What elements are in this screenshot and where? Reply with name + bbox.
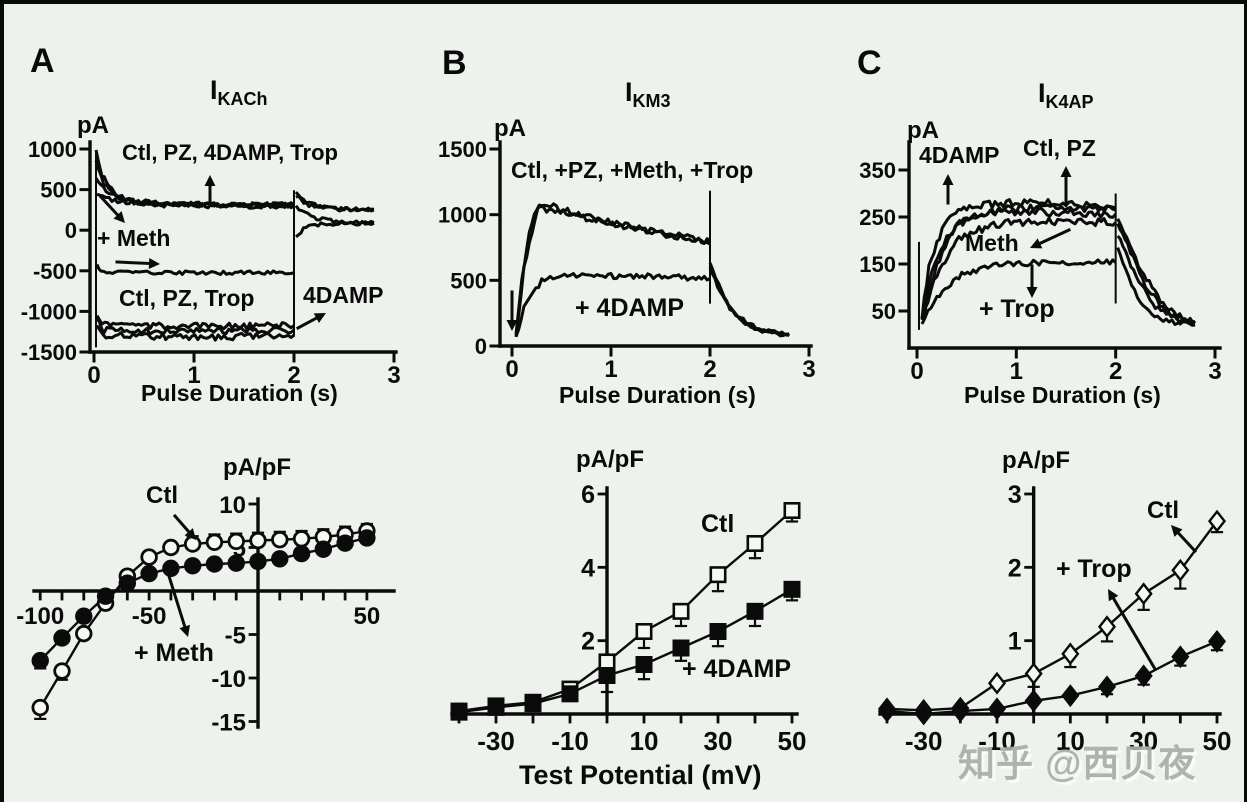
- svg-text:-500: -500: [33, 259, 77, 284]
- svg-text:350: 350: [859, 158, 896, 183]
- yaxis-label-pa-a: pA: [77, 112, 109, 139]
- svg-text:1: 1: [187, 362, 200, 389]
- svg-text:0: 0: [475, 334, 487, 359]
- svg-text:30: 30: [704, 726, 733, 756]
- annotation-a-meth: + Meth: [97, 225, 171, 251]
- yaxis-label-papf-c: pA/pF: [1002, 447, 1070, 474]
- annotation-c-4damp: 4DAMP: [919, 142, 1000, 168]
- svg-text:3: 3: [1008, 481, 1022, 509]
- yaxis-label-pa-c: pA: [907, 117, 939, 144]
- svg-text:2: 2: [1008, 554, 1022, 582]
- title-ikm3-main: I: [625, 77, 633, 107]
- svg-text:50: 50: [1203, 726, 1232, 756]
- annotation-c-trop: + Trop: [979, 295, 1055, 323]
- svg-text:-10: -10: [211, 666, 246, 693]
- svg-text:4: 4: [581, 554, 595, 582]
- annotation-a-4damp: 4DAMP: [303, 282, 384, 308]
- svg-text:3: 3: [802, 356, 815, 383]
- yaxis-label-papf-b: pA/pF: [576, 446, 644, 473]
- svg-text:6: 6: [581, 481, 595, 509]
- svg-text:0: 0: [505, 356, 518, 383]
- svg-text:1: 1: [604, 356, 617, 383]
- svg-text:1: 1: [1008, 628, 1022, 656]
- title-ik4ap-main: I: [1038, 78, 1046, 108]
- yaxis-label-papf-a: pA/pF: [223, 454, 291, 481]
- svg-text:-10: -10: [978, 726, 1016, 756]
- svg-text:500: 500: [40, 178, 77, 203]
- title-ikach-sub: KACh: [217, 89, 268, 109]
- annotation-a-control-traces: Ctl, PZ, 4DAMP, Trop: [122, 140, 338, 165]
- svg-text:250: 250: [859, 205, 896, 230]
- svg-text:-30: -30: [905, 726, 943, 756]
- svg-text:-50: -50: [132, 603, 167, 630]
- svg-text:2: 2: [703, 356, 716, 383]
- svg-text:50: 50: [354, 603, 381, 630]
- svg-text:50: 50: [872, 299, 896, 324]
- title-ikm3-sub: KM3: [632, 91, 671, 111]
- svg-text:50: 50: [778, 726, 807, 756]
- svg-text:150: 150: [859, 252, 896, 277]
- annotation-a-iv-meth: + Meth: [134, 639, 214, 667]
- svg-text:1000: 1000: [438, 203, 487, 228]
- title-ik4ap: IK4AP: [1038, 78, 1094, 112]
- svg-text:2: 2: [581, 628, 595, 656]
- annotation-c-iv-ctl: Ctl: [1147, 497, 1179, 524]
- annotation-b-4damp: + 4DAMP: [575, 294, 685, 322]
- svg-text:3: 3: [387, 362, 400, 389]
- svg-text:-1000: -1000: [21, 299, 77, 324]
- svg-text:-15: -15: [211, 710, 246, 737]
- svg-text:-100: -100: [16, 603, 64, 630]
- svg-text:500: 500: [450, 268, 487, 293]
- panel-letter-b: B: [442, 44, 467, 82]
- svg-text:30: 30: [1129, 726, 1158, 756]
- svg-text:1500: 1500: [438, 137, 487, 162]
- svg-text:0: 0: [910, 358, 923, 385]
- panel-letter-a: A: [30, 42, 55, 80]
- svg-text:0: 0: [87, 362, 100, 389]
- svg-text:10: 10: [630, 726, 659, 756]
- title-ikach: IKACh: [210, 75, 268, 109]
- annotation-b-iv-ctl: Ctl: [701, 510, 735, 538]
- xaxis-label-test-potential: Test Potential (mV): [519, 760, 762, 790]
- annotation-c-iv-trop: + Trop: [1056, 555, 1132, 583]
- xaxis-label-pulse-a: Pulse Duration (s): [141, 380, 338, 406]
- annotation-a-inward-traces: Ctl, PZ, Trop: [119, 285, 255, 311]
- title-ikach-main: I: [210, 75, 218, 105]
- annotation-a-iv-ctl: Ctl: [146, 482, 178, 509]
- svg-text:1: 1: [1010, 358, 1023, 385]
- yaxis-label-pa-b: pA: [494, 115, 526, 142]
- svg-text:0: 0: [65, 218, 77, 243]
- xaxis-label-pulse-c: Pulse Duration (s): [964, 382, 1161, 408]
- title-ik4ap-sub: K4AP: [1045, 92, 1094, 112]
- svg-text:2: 2: [1109, 358, 1122, 385]
- svg-text:10: 10: [1056, 726, 1085, 756]
- xaxis-label-pulse-b: Pulse Duration (s): [559, 382, 756, 408]
- svg-text:3: 3: [1208, 358, 1221, 385]
- svg-text:-10: -10: [551, 726, 589, 756]
- svg-text:2: 2: [287, 362, 300, 389]
- svg-text:-5: -5: [225, 623, 246, 650]
- panel-letter-c: C: [857, 44, 882, 82]
- annotation-b-control-traces: Ctl, +PZ, +Meth, +Trop: [511, 157, 754, 183]
- annotation-b-iv-4damp: + 4DAMP: [682, 655, 792, 683]
- watermark: 知乎 @西贝夜: [958, 743, 1197, 784]
- svg-text:-30: -30: [477, 726, 515, 756]
- svg-text:10: 10: [219, 492, 246, 519]
- title-ikm3: IKM3: [625, 77, 671, 111]
- annotation-c-meth: Meth: [965, 230, 1019, 256]
- svg-text:1000: 1000: [28, 137, 77, 162]
- annotation-c-ctl-pz: Ctl, PZ: [1023, 135, 1096, 161]
- svg-text:-1500: -1500: [21, 340, 77, 365]
